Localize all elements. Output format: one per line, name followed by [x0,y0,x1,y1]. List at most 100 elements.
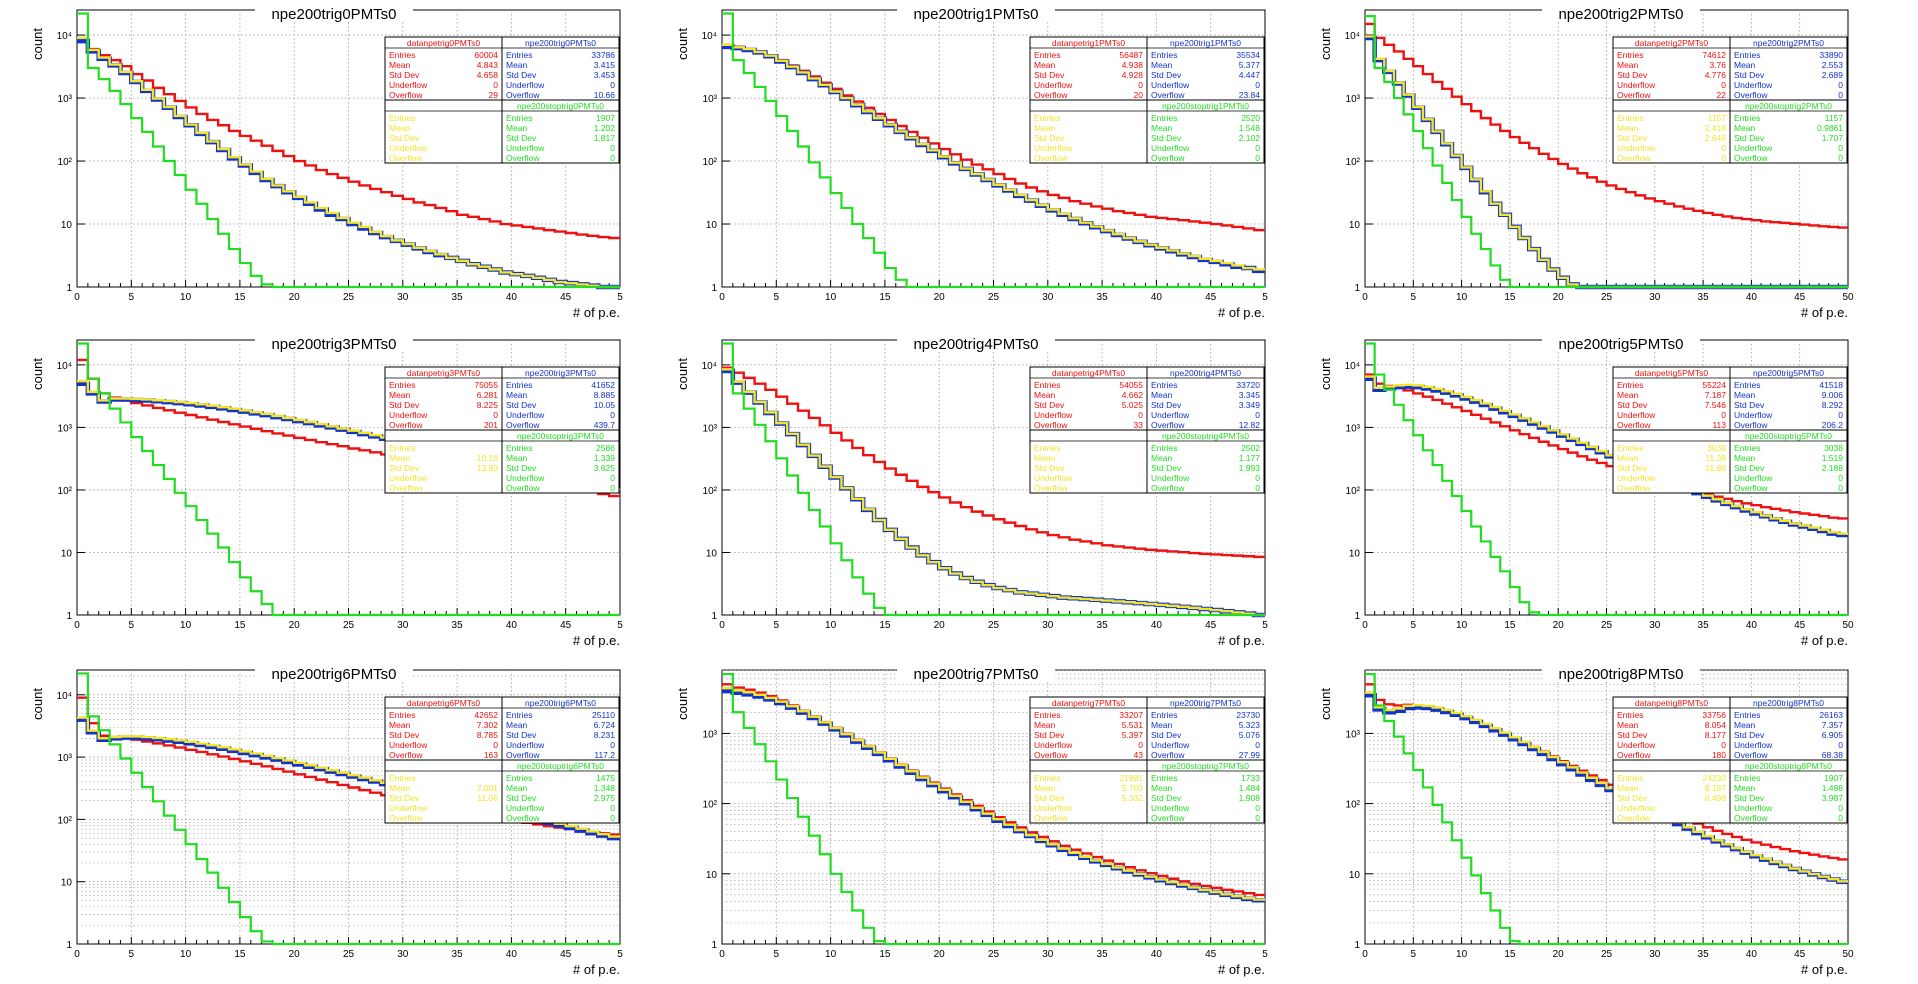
stats-row-label: Entries [389,443,415,453]
stats-row-label: Entries [1734,443,1760,453]
stats-box-yellow: Entries 1157 Mean 2.418 Std Dev 2.646 Underflo… [1612,99,1731,164]
x-tick-label: 5 [774,949,780,960]
stats-row-value: 5.397 [1122,730,1144,740]
stats-row-label: Underflow [1617,740,1656,750]
stats-row-value: 0 [610,813,615,823]
stats-row-label: Underflow [1034,143,1073,153]
x-tick-label: 30 [1649,292,1661,303]
stats-row-label: Overflow [389,750,423,760]
stats-row-value: 7.302 [477,720,499,730]
title-box [1542,336,1700,352]
stats-row-label: Mean [1617,783,1639,793]
stats-row-value: 206.2 [1822,420,1844,430]
stats-row-value: 3038 [1707,443,1726,453]
stats-row-label: Overflow [1151,813,1185,823]
stats-row-value: 0 [1721,410,1726,420]
x-tick-label: 45 [1205,620,1217,631]
stats-box-yellow: Entries 21981 Mean 5.703 Std Dev 5.332 Underfl… [1029,759,1148,824]
stats-row-label: Underflow [1151,143,1190,153]
stats-row-value: 5.076 [1239,730,1261,740]
stats-box-frame [384,759,503,824]
stats-row-value: 68.38 [1822,750,1844,760]
stats-box-green: npe200stoptrig2PMTs0 Entries 1157 Mean 0.986… [1729,99,1848,164]
stats-row-label: Mean [506,123,528,133]
stats-box-title: npe200trig8PMTs0 [1753,698,1824,708]
stats-row-label: Std Dev [1734,400,1765,410]
stats-row-value: 4.776 [1705,70,1727,80]
stats-row-label: Underflow [1734,80,1773,90]
stats-row-value: 1.484 [1239,783,1261,793]
stats-row-value: 12.82 [1239,420,1261,430]
stats-row-label: Underflow [1617,803,1656,813]
x-tick-label: 30 [1649,620,1661,631]
x-tick-label: 0 [719,949,725,960]
stats-row-value: 0 [1721,143,1726,153]
stats-row-value: 20 [1134,90,1144,100]
stats-row-value: 0 [1838,143,1843,153]
stats-row-label: Overflow [1151,90,1185,100]
stats-box-title: npe200stoptrig3PMTs0 [517,431,604,441]
x-tick-label: 45 [1794,949,1806,960]
x-tick-label: 20 [289,292,301,303]
stats-box-title: npe200trig2PMTs0 [1753,38,1824,48]
stats-box-title: npe200stoptrig4PMTs0 [1162,431,1249,441]
stats-row-value: 3.453 [594,70,616,80]
stats-row-label: Overflow [1734,813,1768,823]
stats-row-value: 3.349 [1239,400,1261,410]
stats-row-label: Entries [1034,113,1060,123]
x-tick-label: 35 [1097,292,1109,303]
stats-row-label: Std Dev [506,133,537,143]
stats-row-value: 6.724 [594,720,616,730]
x-tick-label: 5 [1262,292,1268,303]
x-tick-label: 40 [1151,620,1163,631]
x-tick-label: 0 [74,292,80,303]
stats-row-label: Std Dev [389,463,420,473]
series-green-line [1365,342,1848,617]
x-tick-label: 25 [988,949,1000,960]
stats-row-label: Overflow [1034,750,1068,760]
stats-row-label: Std Dev [506,400,537,410]
stats-row-label: Entries [389,380,415,390]
stats-row-value: 163 [484,750,498,760]
stats-row-value: 8.785 [477,730,499,740]
x-tick-label: 20 [289,620,301,631]
stats-row-label: Std Dev [1034,730,1065,740]
stats-row-label: Entries [1617,380,1643,390]
title-box [1542,666,1700,682]
stats-row-label: Overflow [1617,483,1651,493]
stats-row-label: Overflow [506,813,540,823]
stats-box-frame [1029,366,1148,431]
stats-row-label: Mean [1617,720,1639,730]
stats-row-value: 11.86 [1705,463,1726,473]
y-tick-label: 10 [61,220,73,231]
x-axis-title: # of p.e. [1218,305,1265,320]
stats-row-label: Entries [389,113,415,123]
stats-row-label: Std Dev [1617,70,1648,80]
stats-row-value: 0 [1255,740,1260,750]
stats-row-value: 13.83 [477,463,499,473]
y-tick-label: 10⁴ [1345,31,1360,42]
stats-box-frame [1612,99,1731,164]
x-tick-label: 40 [1746,949,1758,960]
stats-row-label: Std Dev [1151,400,1182,410]
x-tick-label: 20 [934,292,946,303]
stats-row-label: Mean [1734,390,1756,400]
x-tick-label: 15 [234,620,246,631]
x-tick-label: 5 [129,949,135,960]
stats-row-value: 33720 [1236,380,1260,390]
stats-row-value: 0 [1255,80,1260,90]
stats-row-label: Underflow [1034,410,1073,420]
stats-row-label: Mean [389,390,411,400]
x-tick-label: 15 [234,949,246,960]
stats-box-red: datanpetrig7PMTs0 Entries 33207 Mean 5.531 St… [1029,696,1148,761]
y-tick-label: 10 [706,548,718,559]
y-axis-title: count [1318,28,1333,60]
x-axis-title: # of p.e. [1801,633,1848,648]
stats-row-label: Overflow [1151,750,1185,760]
stats-row-label: Std Dev [1151,133,1182,143]
stats-row-label: Overflow [506,153,540,163]
stats-row-label: Underflow [1617,143,1656,153]
x-tick-label: 20 [1553,949,1565,960]
stats-box-green: npe200stoptrig0PMTs0 Entries 1907 Mean 1.202… [501,99,620,164]
stats-row-label: Overflow [1151,420,1185,430]
